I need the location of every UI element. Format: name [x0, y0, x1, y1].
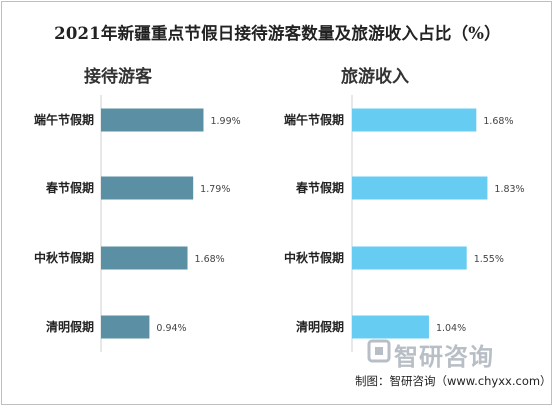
right-value-label: 1.55%: [474, 254, 504, 265]
right-bar: [352, 315, 429, 339]
left-value-label: 1.99%: [210, 116, 240, 127]
left-value-label: 1.68%: [195, 254, 225, 265]
right-bar: [352, 246, 467, 270]
right-panel-title: 旅游收入: [341, 67, 409, 87]
left-panel-title: 接待游客: [84, 67, 152, 87]
right-bar: [352, 108, 477, 132]
left-value-label: 0.94%: [156, 323, 186, 334]
left-bar: [101, 176, 194, 200]
left-bar: [101, 315, 150, 339]
left-category-label: 端午节假期: [34, 112, 94, 127]
right-value-label: 1.83%: [494, 184, 524, 195]
right-value-label: 1.04%: [436, 323, 466, 334]
source-note: 制图：智研咨询（www.chyxx.com）: [355, 374, 552, 388]
right-category-label: 中秋节假期: [284, 250, 344, 265]
watermark-text: 智研咨询: [394, 343, 494, 371]
left-value-label: 1.79%: [200, 184, 230, 195]
left-bar: [101, 246, 188, 270]
right-category-label: 春节假期: [295, 180, 344, 195]
left-bar: [101, 108, 204, 132]
right-category-label: 清明假期: [296, 319, 344, 334]
watermark-logo-icon: [367, 339, 391, 363]
right-value-label: 1.68%: [483, 116, 513, 127]
left-category-label: 清明假期: [46, 319, 94, 334]
right-category-label: 端午节假期: [284, 112, 344, 127]
left-category-label: 春节假期: [45, 180, 94, 195]
chart-title: 2021年新疆重点节假日接待游客数量及旅游收入占比（%）: [54, 24, 501, 43]
right-bar: [352, 176, 488, 200]
left-category-label: 中秋节假期: [34, 250, 94, 265]
